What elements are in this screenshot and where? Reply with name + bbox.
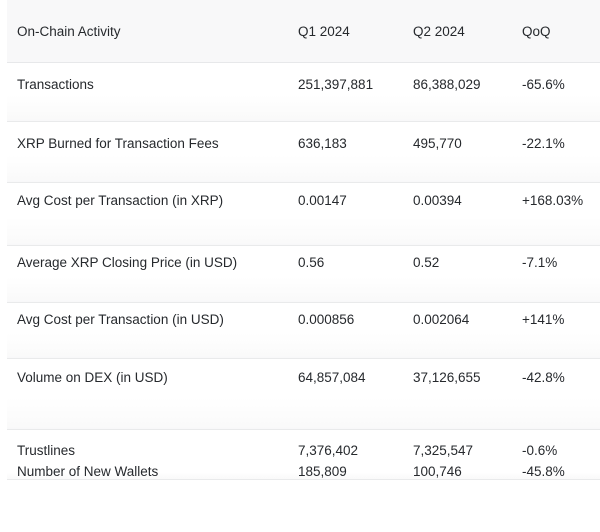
- table-header-row: On-Chain Activity Q1 2024 Q2 2024 QoQ: [7, 0, 600, 63]
- cell-q2: 37,126,655: [413, 370, 481, 385]
- cell-q2: 0.00394: [413, 193, 462, 208]
- cell-qoq: -45.8%: [522, 464, 565, 479]
- table-row-trustlines: Trustlines 7,376,402 7,325,547 -0.6%: [7, 430, 600, 464]
- column-header-qoq: QoQ: [522, 23, 551, 39]
- cell-qoq: +168.03%: [522, 193, 584, 208]
- cell-qoq: -22.1%: [522, 136, 565, 151]
- cell-q2: 86,388,029: [413, 77, 481, 92]
- cell-qoq: -65.6%: [522, 77, 565, 92]
- on-chain-activity-table: On-Chain Activity Q1 2024 Q2 2024 QoQ Tr…: [7, 0, 600, 480]
- cell-q1: 7,376,402: [298, 443, 359, 458]
- column-header-q2-2024: Q2 2024: [413, 23, 465, 39]
- row-label: Volume on DEX (in USD): [17, 370, 168, 385]
- table-row-avg-cost-xrp: Avg Cost per Transaction (in XRP) 0.0014…: [7, 183, 600, 246]
- cell-q1: 0.56: [298, 255, 325, 270]
- column-header-q1-2024: Q1 2024: [298, 23, 350, 39]
- row-label: Number of New Wallets: [17, 464, 159, 479]
- column-header-metric: On-Chain Activity: [17, 23, 121, 39]
- cell-q2: 0.002064: [413, 312, 470, 327]
- table-row-avg-cost-usd: Avg Cost per Transaction (in USD) 0.0008…: [7, 303, 600, 359]
- cell-q1: 636,183: [298, 136, 347, 151]
- table-row-xrp-burned: XRP Burned for Transaction Fees 636,183 …: [7, 122, 600, 183]
- cell-qoq: +141%: [522, 312, 565, 327]
- cell-q2: 100,746: [413, 464, 462, 479]
- cell-q2: 495,770: [413, 136, 462, 151]
- table-row-avg-closing-price: Average XRP Closing Price (in USD) 0.56 …: [7, 246, 600, 303]
- cell-q1: 0.000856: [298, 312, 355, 327]
- cell-q2: 7,325,547: [413, 443, 474, 458]
- table-row-new-wallets: Number of New Wallets 185,809 100,746 -4…: [7, 464, 600, 480]
- cell-q1: 0.00147: [298, 193, 347, 208]
- cell-qoq: -7.1%: [522, 255, 558, 270]
- row-label: Avg Cost per Transaction (in XRP): [17, 193, 224, 208]
- cell-q2: 0.52: [413, 255, 440, 270]
- table-row-dex-volume: Volume on DEX (in USD) 64,857,084 37,126…: [7, 359, 600, 430]
- row-label: Trustlines: [17, 443, 76, 458]
- cell-qoq: -0.6%: [522, 443, 558, 458]
- cell-qoq: -42.8%: [522, 370, 565, 385]
- cell-q1: 185,809: [298, 464, 347, 479]
- row-label: Transactions: [17, 77, 94, 92]
- row-label: Avg Cost per Transaction (in USD): [17, 312, 224, 327]
- row-label: XRP Burned for Transaction Fees: [17, 136, 219, 151]
- table-row-transactions: Transactions 251,397,881 86,388,029 -65.…: [7, 63, 600, 122]
- cell-q1: 251,397,881: [298, 77, 374, 92]
- cell-q1: 64,857,084: [298, 370, 366, 385]
- row-label: Average XRP Closing Price (in USD): [17, 255, 238, 270]
